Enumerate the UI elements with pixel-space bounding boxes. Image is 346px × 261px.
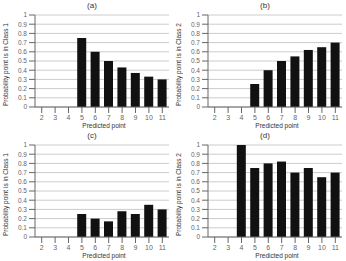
html-text:Predicted point: Predicted point xyxy=(82,122,126,129)
svg-text:0.2: 0.2 xyxy=(18,215,27,222)
svg-text:0.4: 0.4 xyxy=(191,197,200,204)
svg-text:0.6: 0.6 xyxy=(18,178,27,185)
svg-text:0.7: 0.7 xyxy=(191,39,200,46)
svg-text:1: 1 xyxy=(196,141,200,148)
html-text:(a): (a) xyxy=(87,1,97,10)
html-text:Predicted point: Predicted point xyxy=(255,252,299,259)
svg-text:0: 0 xyxy=(196,103,200,110)
html-text:Predicted point: Predicted point xyxy=(82,252,126,259)
svg-text:2: 2 xyxy=(40,244,44,251)
svg-text:0.1: 0.1 xyxy=(191,94,200,101)
svg-text:4: 4 xyxy=(67,114,71,121)
svg-text:0.5: 0.5 xyxy=(18,187,27,194)
svg-text:9: 9 xyxy=(134,244,138,251)
svg-text:8: 8 xyxy=(120,114,124,121)
svg-text:0.3: 0.3 xyxy=(191,76,200,83)
svg-text:5: 5 xyxy=(80,244,84,251)
svg-text:7: 7 xyxy=(280,114,284,121)
svg-text:10: 10 xyxy=(145,244,153,251)
svg-text:9: 9 xyxy=(134,114,138,121)
svg-text:0.7: 0.7 xyxy=(191,169,200,176)
svg-text:9: 9 xyxy=(307,114,311,121)
svg-text:6: 6 xyxy=(266,244,270,251)
svg-text:0.1: 0.1 xyxy=(18,224,27,231)
html-text:(b): (b) xyxy=(260,1,270,10)
svg-text:0.4: 0.4 xyxy=(18,67,27,74)
svg-text:0.4: 0.4 xyxy=(18,197,27,204)
svg-text:0: 0 xyxy=(23,233,27,240)
svg-text:0.5: 0.5 xyxy=(18,57,27,64)
svg-text:2: 2 xyxy=(213,114,217,121)
html-text:(c): (c) xyxy=(87,131,97,140)
svg-text:7: 7 xyxy=(280,244,284,251)
svg-text:6: 6 xyxy=(266,114,270,121)
svg-text:0.9: 0.9 xyxy=(18,151,27,158)
svg-text:0.2: 0.2 xyxy=(18,85,27,92)
svg-text:1: 1 xyxy=(196,11,200,18)
svg-text:5: 5 xyxy=(80,114,84,121)
svg-text:2: 2 xyxy=(40,114,44,121)
svg-text:0.2: 0.2 xyxy=(191,85,200,92)
svg-text:5: 5 xyxy=(253,114,257,121)
svg-text:3: 3 xyxy=(53,114,57,121)
svg-text:0.9: 0.9 xyxy=(18,21,27,28)
svg-text:6: 6 xyxy=(93,114,97,121)
svg-text:11: 11 xyxy=(159,244,166,251)
html-text:(d): (d) xyxy=(260,131,270,140)
svg-text:1: 1 xyxy=(23,11,27,18)
svg-text:4: 4 xyxy=(240,114,244,121)
svg-text:0.7: 0.7 xyxy=(18,39,27,46)
svg-text:7: 7 xyxy=(107,244,111,251)
svg-text:8: 8 xyxy=(120,244,124,251)
svg-text:0.3: 0.3 xyxy=(191,206,200,213)
svg-text:7: 7 xyxy=(107,114,111,121)
svg-text:1: 1 xyxy=(23,141,27,148)
svg-text:0.9: 0.9 xyxy=(191,151,200,158)
svg-text:8: 8 xyxy=(293,244,297,251)
html-text:Probability point is in Class: Probability point is in Class 2 xyxy=(175,23,182,107)
svg-text:11: 11 xyxy=(332,244,338,251)
svg-text:0: 0 xyxy=(196,233,200,240)
svg-text:0.6: 0.6 xyxy=(191,48,200,55)
svg-text:0: 0 xyxy=(23,103,27,110)
svg-text:0.1: 0.1 xyxy=(18,94,27,101)
svg-text:4: 4 xyxy=(240,244,244,251)
svg-text:0.5: 0.5 xyxy=(191,57,200,64)
svg-text:0.5: 0.5 xyxy=(191,187,200,194)
svg-text:0.9: 0.9 xyxy=(191,21,200,28)
svg-text:0.8: 0.8 xyxy=(18,160,27,167)
svg-text:3: 3 xyxy=(226,114,230,121)
svg-text:5: 5 xyxy=(253,244,257,251)
svg-text:9: 9 xyxy=(307,244,311,251)
svg-text:10: 10 xyxy=(318,244,326,251)
svg-text:11: 11 xyxy=(332,114,338,121)
svg-text:0.8: 0.8 xyxy=(191,30,200,37)
svg-text:0.3: 0.3 xyxy=(18,76,27,83)
svg-text:0.6: 0.6 xyxy=(191,178,200,185)
svg-text:3: 3 xyxy=(53,244,57,251)
html-text:Probability point is in Class: Probability point is in Class 1 xyxy=(2,23,9,107)
svg-text:0.8: 0.8 xyxy=(18,30,27,37)
svg-text:4: 4 xyxy=(67,244,71,251)
svg-text:2: 2 xyxy=(213,244,217,251)
svg-text:3: 3 xyxy=(226,244,230,251)
html-text:Predicted point: Predicted point xyxy=(255,122,299,129)
svg-text:0.6: 0.6 xyxy=(18,48,27,55)
svg-text:6: 6 xyxy=(93,244,97,251)
svg-text:10: 10 xyxy=(145,114,153,121)
svg-text:0.1: 0.1 xyxy=(191,224,200,231)
html-text:Probability point is in Class: Probability point is in Class 1 xyxy=(2,153,9,237)
svg-text:0.7: 0.7 xyxy=(18,169,27,176)
svg-text:0.3: 0.3 xyxy=(18,206,27,213)
svg-text:0.2: 0.2 xyxy=(191,215,200,222)
svg-text:10: 10 xyxy=(318,114,326,121)
svg-text:11: 11 xyxy=(159,114,166,121)
svg-text:0.4: 0.4 xyxy=(191,67,200,74)
html-text:Probability point is in Class: Probability point is in Class 2 xyxy=(175,153,182,237)
svg-text:0.8: 0.8 xyxy=(191,160,200,167)
svg-text:8: 8 xyxy=(293,114,297,121)
